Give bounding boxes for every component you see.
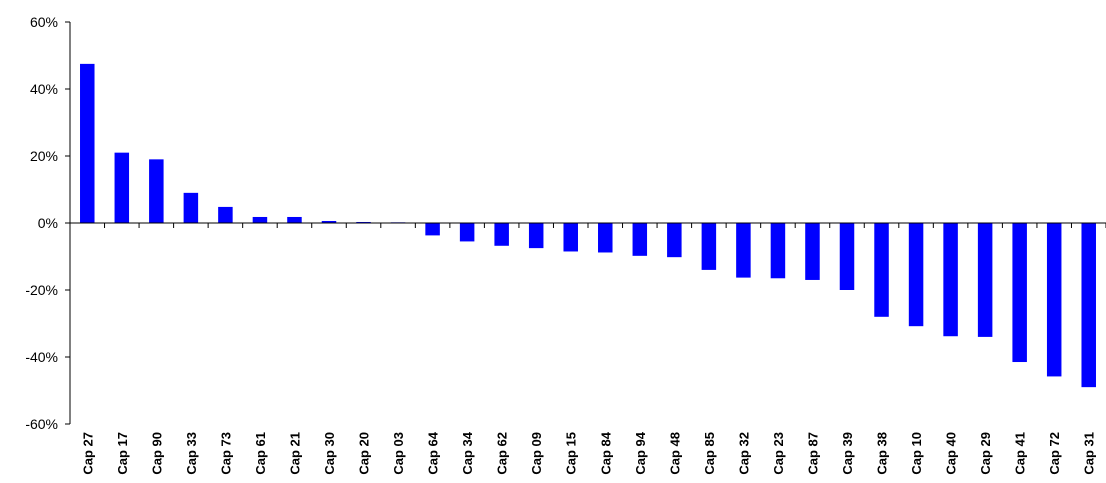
x-tick-label: Cap 73 (218, 432, 233, 475)
x-tick-label: Cap 27 (80, 432, 95, 475)
x-tick-label: Cap 39 (840, 432, 855, 475)
x-tick-label: Cap 34 (460, 431, 475, 474)
x-tick-label: Cap 61 (253, 432, 268, 475)
x-tick-label: Cap 33 (184, 432, 199, 475)
x-tick-label: Cap 94 (633, 431, 648, 474)
bar (977, 223, 993, 337)
y-tick-label: 40% (30, 81, 58, 97)
bar (252, 216, 268, 223)
x-tick-label: Cap 62 (495, 432, 510, 475)
bar (218, 206, 233, 223)
x-tick-label: Cap 17 (115, 432, 130, 475)
bar (667, 223, 682, 258)
y-tick-label: 20% (30, 148, 58, 164)
bar (459, 223, 475, 242)
x-tick-label: Cap 72 (1047, 432, 1062, 475)
y-axis: -60% -40% -20% 0% 20% 40% 60% (25, 14, 71, 432)
bar (943, 223, 958, 337)
x-tick-label: Cap 48 (667, 432, 682, 475)
x-tick-label: Cap 09 (529, 432, 544, 475)
x-tick-label: Cap 31 (1082, 432, 1097, 475)
bar (1046, 223, 1062, 377)
bar (1081, 223, 1096, 388)
bar (1012, 223, 1027, 363)
y-tick-label: -20% (25, 282, 58, 298)
bars (80, 63, 1096, 388)
y-tick-label: 0% (38, 215, 58, 231)
bar (598, 223, 613, 253)
x-tick-label: Cap 30 (322, 432, 337, 475)
x-tick-label: Cap 21 (287, 432, 302, 475)
bar (770, 223, 786, 279)
bar (149, 159, 164, 223)
x-tick-label: Cap 03 (391, 432, 406, 475)
bar (908, 223, 924, 327)
bar (114, 152, 130, 223)
x-tick-label: Cap 40 (944, 432, 959, 475)
y-tick-label: -60% (25, 416, 58, 432)
x-tick-label: Cap 32 (736, 432, 751, 475)
y-tick-label: -40% (25, 349, 58, 365)
x-tick-label: Cap 29 (978, 432, 993, 475)
x-tick-label: Cap 38 (875, 432, 890, 475)
bar (839, 223, 855, 290)
x-tick-label: Cap 64 (426, 431, 441, 474)
x-tick-label: Cap 90 (149, 432, 164, 475)
bar (494, 223, 509, 246)
bar (701, 223, 717, 270)
bar (425, 223, 440, 236)
bar (528, 223, 544, 249)
x-tick-label: Cap 85 (702, 432, 717, 475)
x-axis: Cap 27 Cap 17 Cap 90 Cap 33 Cap 73 Cap 61 Cap … (69, 222, 1106, 475)
bar (736, 223, 751, 278)
bar (874, 223, 889, 317)
bar (632, 223, 648, 256)
bar (183, 192, 199, 223)
x-tick-label: Cap 20 (357, 432, 372, 475)
bar (287, 216, 302, 223)
x-tick-label: Cap 87 (805, 432, 820, 475)
x-tick-label: Cap 84 (598, 431, 613, 474)
bar (563, 223, 578, 252)
bar (321, 220, 337, 223)
x-tick-label: Cap 10 (909, 432, 924, 475)
bar (80, 63, 95, 223)
x-tick-label: Cap 15 (564, 432, 579, 475)
x-tick-label: Cap 23 (771, 432, 786, 475)
bar (805, 223, 820, 280)
y-tick-label: 60% (30, 14, 58, 30)
x-tick-label: Cap 41 (1013, 432, 1028, 475)
bar (356, 221, 371, 223)
